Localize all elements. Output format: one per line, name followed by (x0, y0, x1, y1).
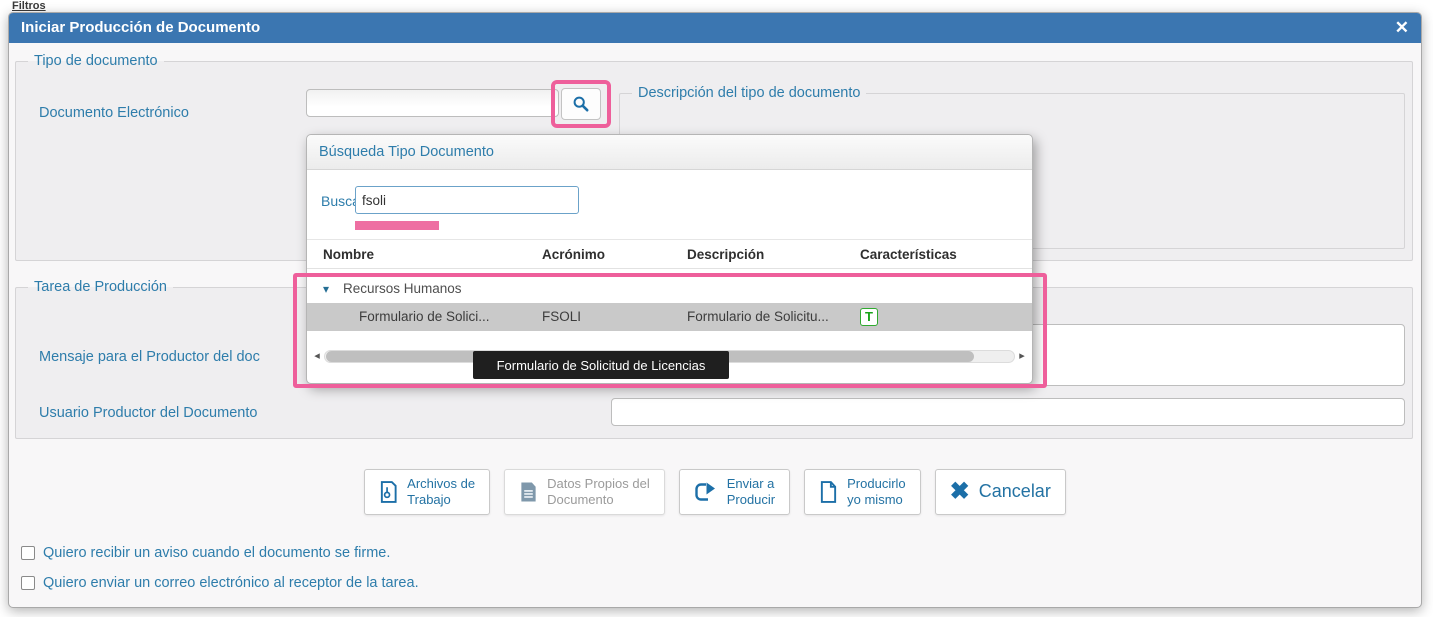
column-descripcion: Descripción (687, 247, 765, 262)
cell-caracteristicas: T (860, 308, 878, 326)
checkbox-label: Quiero enviar un correo electrónico al r… (43, 575, 419, 591)
checkbox-label: Quiero recibir un aviso cuando el docume… (43, 545, 391, 561)
cell-descripcion: Formulario de Solicitu... (687, 309, 829, 324)
collapse-triangle-icon[interactable]: ▾ (323, 282, 330, 296)
template-doc-icon: T (860, 308, 878, 326)
usuario-productor-input[interactable] (611, 398, 1405, 426)
result-tooltip: Formulario de Solicitud de Licencias (473, 351, 729, 379)
documento-electronico-input[interactable] (306, 89, 559, 117)
iniciar-produccion-dialog: Iniciar Producción de Documento ✕ Tipo d… (8, 12, 1422, 608)
checkbox-icon[interactable] (21, 576, 35, 590)
button-label: Datos Propios del Documento (547, 476, 650, 507)
search-icon (573, 96, 589, 112)
buscar-label: Buscar (321, 193, 365, 209)
datos-propios-button: Datos Propios del Documento (504, 469, 665, 515)
button-label: Producirlo yo mismo (847, 476, 906, 507)
enviar-a-producir-button[interactable]: Enviar a Producir (678, 469, 791, 515)
group-row-recursos-humanos[interactable]: ▾ Recursos Humanos (307, 275, 1032, 303)
column-nombre: Nombre (323, 247, 375, 262)
search-button[interactable] (561, 88, 601, 120)
descripcion-tipo-documento-legend: Descripción del tipo de documento (638, 85, 861, 101)
button-label: Enviar a Producir (726, 476, 776, 507)
checkbox-icon[interactable] (21, 546, 35, 560)
action-buttons-row: Archivos de Trabajo Datos Propios del Docu… (9, 469, 1421, 515)
group-label: Recursos Humanos (343, 281, 462, 296)
button-label: Cancelar (978, 481, 1051, 502)
work-files-icon (381, 481, 397, 503)
cell-acronimo: FSOLI (542, 309, 582, 324)
document-data-icon (521, 482, 536, 502)
cancel-x-icon: ✖ (949, 477, 970, 505)
producirlo-yo-mismo-button[interactable]: Producirlo yo mismo (804, 469, 921, 515)
column-caracteristicas: Características (860, 247, 957, 262)
close-icon[interactable]: ✕ (1394, 18, 1409, 37)
buscar-input[interactable] (355, 186, 579, 214)
busqueda-tipo-documento-popup: Búsqueda Tipo Documento Buscar Nombre Ac… (306, 134, 1033, 384)
documento-electronico-label: Documento Electrónico (39, 105, 189, 121)
blank-page-icon (821, 481, 837, 503)
send-arrow-icon (695, 482, 715, 501)
tarea-produccion-legend: Tarea de Producción (34, 279, 167, 295)
tipo-documento-legend: Tipo de documento (34, 53, 158, 69)
result-row-fsoli[interactable]: Formulario de Solici... FSOLI Formulario… (307, 303, 1032, 331)
column-acronimo: Acrónimo (542, 247, 606, 262)
scroll-right-icon[interactable]: ▸ (1019, 350, 1025, 362)
button-label: Archivos de Trabajo (407, 476, 476, 507)
background-page-fragment: Filtros (12, 0, 46, 12)
popup-title: Búsqueda Tipo Documento (307, 135, 1032, 170)
archivos-de-trabajo-button[interactable]: Archivos de Trabajo (364, 469, 491, 515)
checkbox-aviso-firma[interactable]: Quiero recibir un aviso cuando el docume… (21, 545, 390, 561)
mensaje-productor-label: Mensaje para el Productor del doc (39, 349, 260, 365)
checkbox-correo-receptor[interactable]: Quiero enviar un correo electrónico al r… (21, 575, 419, 591)
cancelar-button[interactable]: ✖ Cancelar (934, 469, 1066, 515)
annotation-underline-buscar (355, 221, 439, 230)
cell-nombre: Formulario de Solici... (359, 309, 490, 324)
dialog-titlebar: Iniciar Producción de Documento ✕ (9, 13, 1421, 43)
results-table-header: Nombre Acrónimo Descripción Característi… (307, 239, 1032, 269)
dialog-body: Tipo de documento Documento Electrónico … (9, 43, 1421, 607)
scroll-left-icon[interactable]: ◂ (314, 350, 320, 362)
dialog-title: Iniciar Producción de Documento (21, 19, 261, 36)
usuario-productor-label: Usuario Productor del Documento (39, 405, 258, 421)
